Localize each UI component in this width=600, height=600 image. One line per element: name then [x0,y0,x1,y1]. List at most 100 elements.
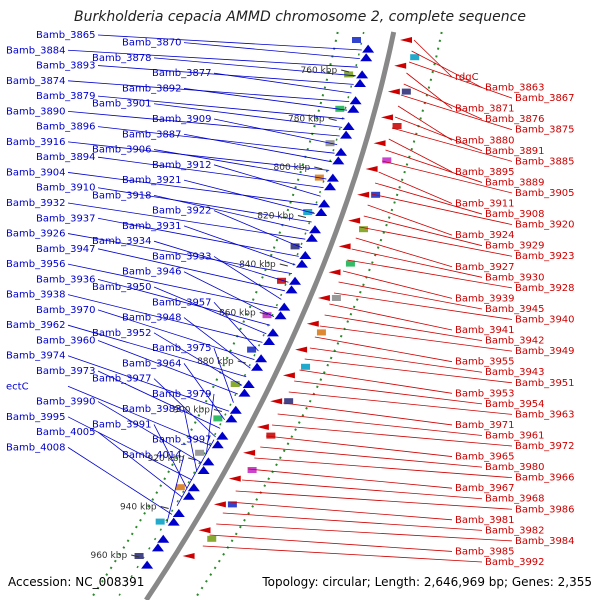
tick-label: 840 kbp [239,260,276,270]
leader-line-forward [213,210,303,249]
leader-line-forward [67,416,193,481]
gene-label-forward: Bamb_3964 [122,358,182,369]
forward-gene-arrow [187,483,200,492]
leader-line-forward [183,317,251,369]
reverse-gene-arrow [338,243,351,250]
gene-label-forward: Bamb_3874 [6,76,66,87]
gene-label-forward: Bamb_3991 [92,419,152,430]
leader-line-forward [153,424,188,489]
gene-label-forward: Bamb_3973 [36,366,96,377]
reverse-gene-arrow [394,62,407,69]
gene-label-reverse: Bamb_3985 [455,546,515,557]
leader-line-forward [183,133,332,163]
forward-gene-arrow [285,285,298,294]
gene-label-forward: Bamb_3947 [36,244,96,255]
leader-line-reverse [355,237,453,268]
gene-label-forward: Bamb_3975 [152,343,212,354]
gene-label-forward: Bamb_3904 [6,167,66,178]
leader-line-forward [67,385,212,446]
tick-label: 860 kbp [219,309,256,319]
feature-block [262,312,272,319]
gene-label-forward: Bamb_3890 [6,106,66,117]
feature-block [247,346,257,353]
feature-block [331,295,341,301]
gene-label-forward: Bamb_3879 [36,91,96,102]
gene-label-forward: ectC [6,381,29,392]
feature-block [195,449,205,456]
gene-label-forward: Bamb_3909 [152,114,212,125]
forward-gene-arrow [354,79,367,87]
feature-block [382,157,392,164]
gene-label-forward: Bamb_3962 [6,320,66,331]
forward-gene-arrow [324,182,337,191]
gene-label-reverse: Bamb_3939 [455,293,515,304]
leader-line-forward [97,187,312,223]
leader-line-reverse [283,402,453,426]
leader-line-reverse [266,435,453,457]
gene-label-reverse: Bamb_3955 [455,357,515,368]
gene-label-forward: Bamb_3916 [6,137,66,148]
leader-line-forward [213,72,352,94]
forward-gene-arrow [349,96,362,105]
feature-block [175,484,185,491]
tick-label: 960 kbp [90,551,127,561]
leader-line-forward [97,340,238,395]
forward-gene-arrow [340,130,353,139]
feature-block [290,243,300,250]
leader-line-reverse [222,512,483,531]
reverse-gene-arrow [400,37,412,43]
gene-label-reverse: Bamb_3880 [455,135,515,146]
leader-line-reverse [382,160,513,194]
leader-line-forward [67,355,230,412]
forward-gene-arrow [202,457,215,466]
gene-label-forward: Bamb_3936 [36,274,96,285]
forward-gene-arrow [167,517,180,526]
feature-block [227,501,237,508]
feature-block [207,535,217,542]
reverse-gene-arrow [243,449,256,456]
forward-gene-arrow [141,560,154,569]
tick-mark [341,69,350,73]
forward-gene-arrow [326,173,339,182]
forward-gene-arrow [305,233,318,242]
reverse-gene-arrow [282,372,295,379]
map-title: Burkholderia cepacia AMMD chromosome 2, … [74,9,526,25]
gene-label-reverse: Bamb_3895 [455,167,515,178]
leader-line-reverse [359,226,513,257]
gene-label-forward: Bamb_3970 [36,305,96,316]
leader-line-reverse [406,72,453,109]
gene-label-reverse: Bamb_3923 [515,251,575,262]
forward-gene-arrow [263,337,276,345]
gene-label-reverse: Bamb_3963 [515,409,575,420]
reverse-gene-arrow [380,114,393,121]
gene-label-reverse: Bamb_3941 [455,325,515,336]
leader-line-forward [67,49,358,68]
gene-label-reverse: Bamb_3863 [485,83,545,94]
forward-gene-arrow [299,251,312,259]
forward-gene-arrow [216,431,229,440]
feature-layer [134,37,420,569]
gene-label-reverse: Bamb_3927 [455,262,515,273]
gene-label-reverse: Bamb_3930 [485,272,545,283]
gene-label-forward: Bamb_3983 [122,404,182,415]
gene-label-forward: Bamb_3921 [122,175,182,186]
leader-line-reverse [299,369,453,394]
leader-line-forward [97,248,286,292]
leader-line-reverse [408,61,513,99]
forward-gene-arrow [278,302,291,311]
reverse-gene-arrow [328,269,341,276]
accession-text: Accession: NC_008391 [8,575,145,589]
leader-line-reverse [411,50,483,88]
tick-label: 900 kbp [173,406,210,416]
leader-line-forward [183,363,225,421]
feature-block [344,71,354,78]
gene-label-reverse: Bamb_3908 [485,209,545,220]
feature-block [335,105,345,112]
gene-label-reverse: Bamb_3949 [515,346,575,357]
feature-block [247,467,257,473]
reverse-gene-arrow [256,424,269,430]
gene-label-forward: Bamb_3926 [6,229,66,240]
forward-gene-arrow [266,328,279,337]
forward-gene-arrow [356,70,369,79]
